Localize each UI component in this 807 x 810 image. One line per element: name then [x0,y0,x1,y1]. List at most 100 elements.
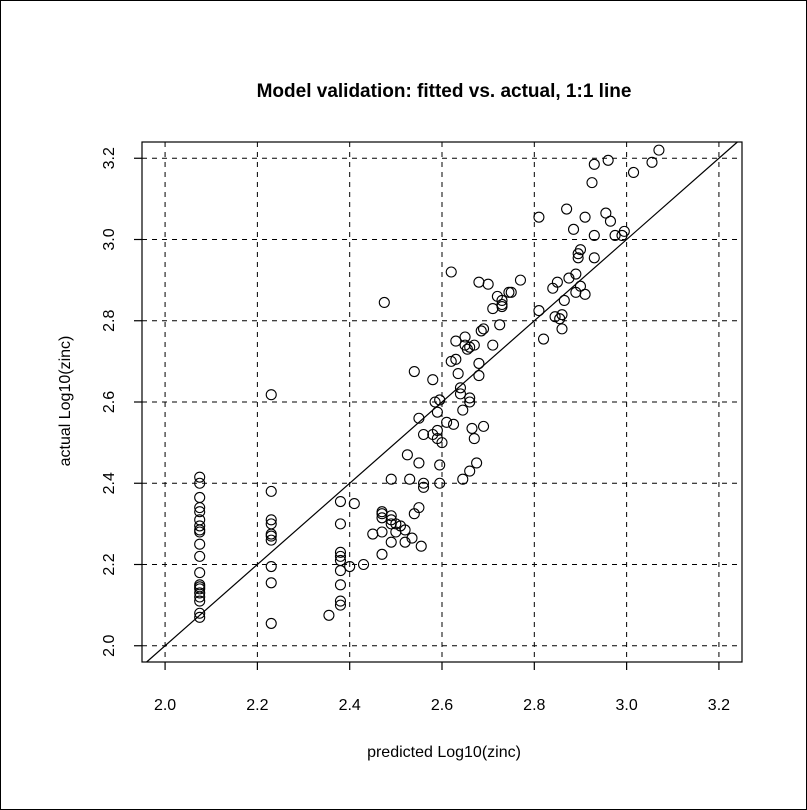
data-point [454,388,467,400]
y-tick-label: 2.8 [101,310,118,332]
data-point [265,530,277,542]
y-axis-label: actual Log10(zinc) [57,336,74,467]
data-point [194,502,206,514]
data-point [265,514,277,526]
data-point [450,335,462,347]
data-point [385,510,397,522]
reference-line-1-to-1 [146,141,738,663]
data-point [194,526,206,538]
data-point [473,276,485,288]
data-point [477,420,490,432]
data-point [473,370,485,382]
data-point [408,365,420,378]
data-point [385,536,397,548]
x-tick-label: 2.0 [154,697,176,714]
data-point [357,558,370,571]
data-point [588,252,600,264]
data-point [434,459,446,471]
data-point [457,473,469,485]
data-point [385,473,397,485]
data-point [646,156,658,168]
x-tick-label: 3.0 [615,697,637,714]
data-point [334,550,347,562]
data-point [604,215,617,227]
data-point [567,223,580,235]
data-point [265,617,277,629]
data-point [194,611,206,623]
data-point [618,225,630,237]
data-point [475,325,487,337]
data-point [378,296,390,309]
data-point [533,211,545,223]
data-point [194,567,206,579]
y-tick-label: 2.4 [101,472,118,494]
data-point [415,540,427,552]
data-point [503,286,515,298]
data-point [194,477,206,489]
data-point [265,534,277,546]
x-axis: 2.0 2.2 2.4 2.6 2.8 3.0 3.2 [154,662,730,714]
data-point [194,591,206,603]
data-point [464,392,476,404]
x-tick-label: 2.6 [431,697,453,714]
data-point [417,428,430,441]
data-point [344,560,356,573]
data-point [265,577,277,589]
data-point [194,607,206,619]
data-point [551,276,563,288]
chart-title: Model validation: fitted vs. actual, 1:1… [257,81,632,102]
data-point [376,526,388,538]
data-point [445,266,457,278]
x-tick-label: 2.4 [339,697,361,714]
data-point [482,278,494,290]
data-point [413,502,425,514]
data-point [194,471,206,483]
data-point [431,406,443,418]
data-point [334,599,347,611]
data-point [447,418,460,430]
data-point [334,546,347,558]
data-point [334,579,347,591]
data-point [265,389,277,401]
data-point [413,412,425,424]
data-point [487,339,499,351]
x-tick-label: 2.8 [523,697,545,714]
data-point [579,211,591,223]
data-point [579,288,591,300]
data-point [399,524,411,536]
data-point [194,583,206,595]
data-point [653,144,665,156]
data-point [436,437,448,449]
data-point [334,495,347,508]
data-point [496,294,508,306]
x-axis-label: predicted Log10(zinc) [367,744,521,761]
data-point [477,323,490,335]
data-point [334,595,347,607]
data-point [194,587,206,599]
data-point [401,449,413,461]
y-tick-label: 2.6 [101,391,118,413]
data-point [459,331,471,343]
data-point [487,303,499,315]
data-point [406,532,418,544]
data-point [514,274,527,286]
data-point [468,433,480,445]
data-point [323,609,335,621]
data-point [334,565,347,577]
y-tick-label: 2.0 [101,635,118,657]
data-point [431,424,443,436]
data-points [194,144,665,629]
data-point [556,323,568,335]
data-point [348,498,360,510]
x-tick-label: 2.2 [246,697,268,714]
data-point [450,353,462,365]
data-point [367,528,379,540]
data-point [434,477,446,489]
data-point [413,457,425,469]
data-point [505,286,517,298]
data-point [457,404,469,416]
x-tick-label: 3.2 [708,697,730,714]
data-point [496,300,508,313]
